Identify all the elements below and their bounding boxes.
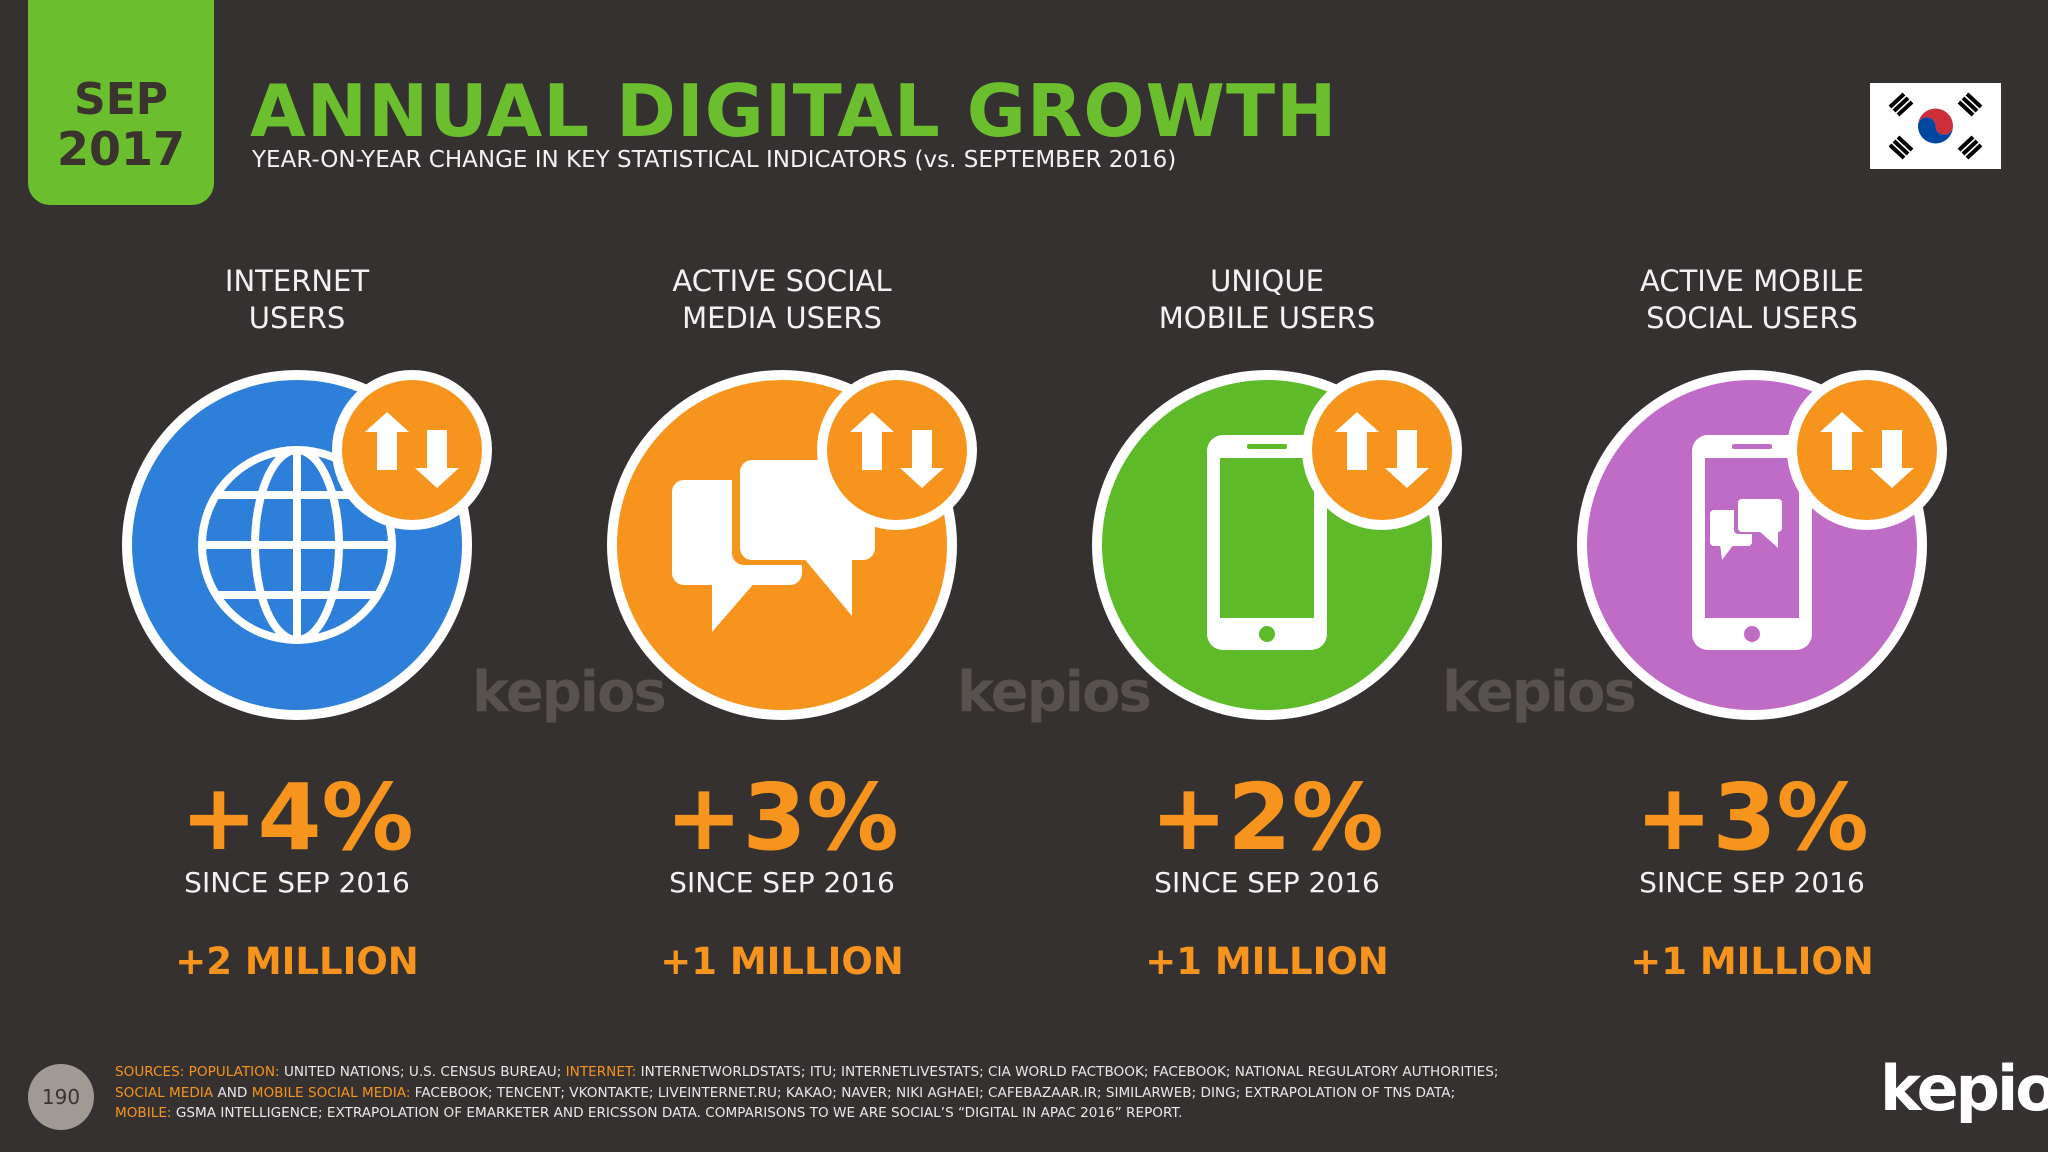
metric-label: UNIQUE MOBILE USERS [1158, 264, 1376, 335]
page-title: ANNUAL DIGITAL GROWTH [250, 69, 1338, 153]
since-label: SINCE SEP 2016 [184, 866, 410, 899]
mobile-chat-icon [1577, 370, 1947, 720]
page-subtitle: YEAR-ON-YEAR CHANGE IN KEY STATISTICAL I… [252, 147, 1177, 173]
since-label: SINCE SEP 2016 [1154, 866, 1380, 899]
watermark: kepios [957, 660, 1152, 725]
metric-label: ACTIVE MOBILE SOCIAL USERS [1640, 264, 1864, 335]
growth-badge-icon [332, 370, 492, 530]
percent-change: +3% [1635, 764, 1869, 871]
south-korea-flag-icon [1870, 83, 2001, 169]
globe-icon [122, 370, 492, 720]
date-month: SEP [74, 74, 168, 125]
mobile-phone-icon [1092, 370, 1462, 720]
percent-change: +2% [1150, 764, 1384, 871]
date-year: 2017 [56, 122, 186, 176]
metric-label: ACTIVE SOCIAL MEDIA USERS [672, 264, 892, 335]
watermark: kepios [1442, 660, 1637, 725]
since-label: SINCE SEP 2016 [669, 866, 895, 899]
growth-badge-icon [1302, 370, 1462, 530]
growth-badge-icon [1787, 370, 1947, 530]
metric-label: INTERNET USERS [224, 264, 370, 335]
page-number: 190 [28, 1064, 94, 1130]
absolute-change: +1 MILLION [1145, 940, 1389, 983]
percent-change: +3% [665, 764, 899, 871]
chat-bubbles-icon [607, 370, 977, 720]
kepios-logo: kepios [1880, 1052, 2048, 1125]
watermark: kepios [472, 660, 667, 725]
percent-change: +4% [180, 764, 414, 871]
absolute-change: +1 MILLION [1630, 940, 1874, 983]
absolute-change: +2 MILLION [175, 940, 419, 983]
growth-badge-icon [817, 370, 977, 530]
sources-footnote: SOURCES: POPULATION: UNITED NATIONS; U.S… [115, 1064, 1499, 1121]
absolute-change: +1 MILLION [660, 940, 904, 983]
since-label: SINCE SEP 2016 [1639, 866, 1865, 899]
date-badge: SEP 2017 [28, 0, 214, 205]
